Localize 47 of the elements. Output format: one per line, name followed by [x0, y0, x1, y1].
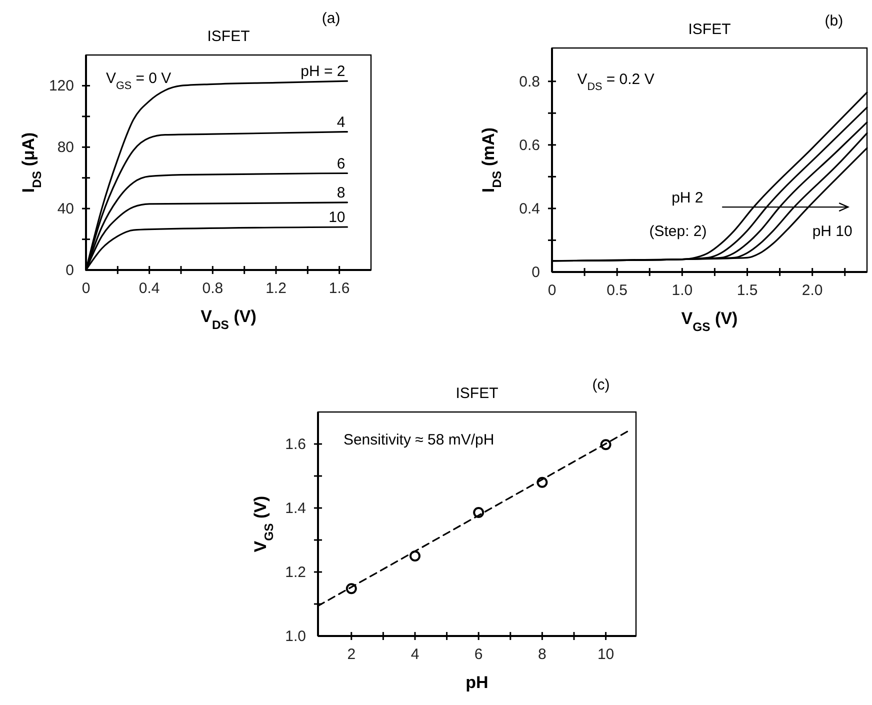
text: (c) [592, 376, 610, 394]
x-tick-label: 10 [597, 646, 614, 663]
y-tick-label: 40 [57, 200, 74, 218]
y-tick-label: 0.6 [519, 136, 540, 154]
annotation: V$_{GS}$ = 0 V [106, 70, 172, 92]
x-tick-label: 8 [538, 646, 546, 663]
annotation: V$_{DS}$ = 0.2 V [577, 70, 654, 93]
series-label: 8 [336, 184, 346, 202]
y-tick-label: 0.8 [519, 73, 540, 90]
text: (a) [322, 10, 340, 27]
y-tick-label: 1.0 [285, 628, 306, 645]
x-tick-label: 6 [474, 646, 483, 663]
annotation: pH 2 [672, 190, 704, 207]
y-tick-label: 1.2 [285, 564, 306, 581]
x-axis-title: pH [466, 673, 488, 692]
x-tick-label: 2.0 [802, 282, 823, 299]
x-tick-label: 1.5 [736, 282, 758, 299]
annotation: (Step: 2) [649, 223, 707, 240]
x-tick-label: 0.8 [202, 280, 224, 297]
y-tick-label: 120 [48, 78, 74, 95]
y-tick-label: 0 [66, 262, 74, 279]
x-tick-label: 4 [410, 646, 420, 663]
x-tick-label: 0.5 [606, 282, 628, 299]
x-tick-label: 2 [347, 646, 356, 663]
y-tick-label: 80 [57, 139, 74, 156]
series-label: 10 [328, 209, 346, 226]
y-tick-label: 0 [532, 264, 540, 281]
x-axis-title: V$_{GS}$ (V) [681, 309, 738, 334]
series-label: pH = 2 [300, 63, 346, 80]
x-tick-label: 0 [82, 280, 90, 297]
y-tick-label: 0.4 [519, 200, 540, 218]
series-label: 6 [336, 155, 346, 172]
series-label: 4 [336, 114, 346, 131]
text: (b) [824, 12, 844, 30]
y-tick-label: 1.4 [285, 500, 306, 517]
annotation: pH 10 [812, 223, 852, 240]
x-tick-label: 0 [548, 282, 556, 299]
y-tick-label: 1.6 [285, 436, 306, 453]
x-tick-label: 1.0 [672, 282, 693, 299]
chart-title: ISFET [456, 385, 498, 402]
chart-title: ISFET [207, 28, 250, 45]
x-tick-label: 1.6 [328, 280, 350, 297]
x-axis-title: V$_{DS}$ (V) [200, 307, 256, 332]
chart-title: ISFET [688, 21, 731, 38]
x-tick-label: 1.2 [266, 280, 286, 297]
x-tick-label: 0.4 [138, 280, 160, 297]
annotation: Sensitivity ≈ 58 mV/pH [343, 431, 494, 448]
